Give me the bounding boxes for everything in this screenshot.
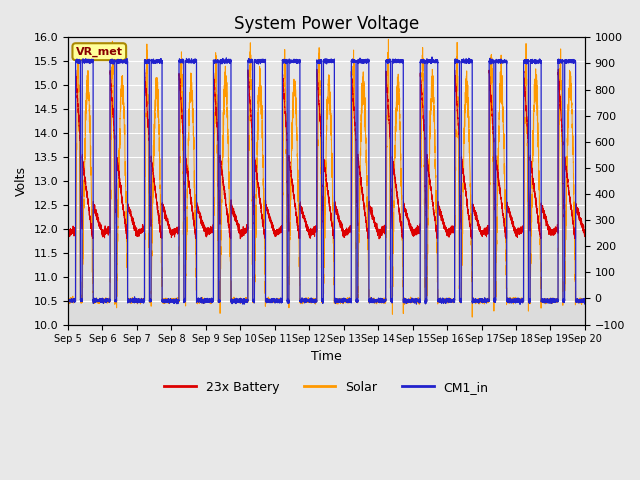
Text: VR_met: VR_met: [76, 47, 123, 57]
X-axis label: Time: Time: [311, 350, 342, 363]
Bar: [68, 37, 585, 109]
Title: System Power Voltage: System Power Voltage: [234, 15, 419, 33]
Legend: 23x Battery, Solar, CM1_in: 23x Battery, Solar, CM1_in: [159, 376, 493, 399]
Y-axis label: Volts: Volts: [15, 166, 28, 196]
